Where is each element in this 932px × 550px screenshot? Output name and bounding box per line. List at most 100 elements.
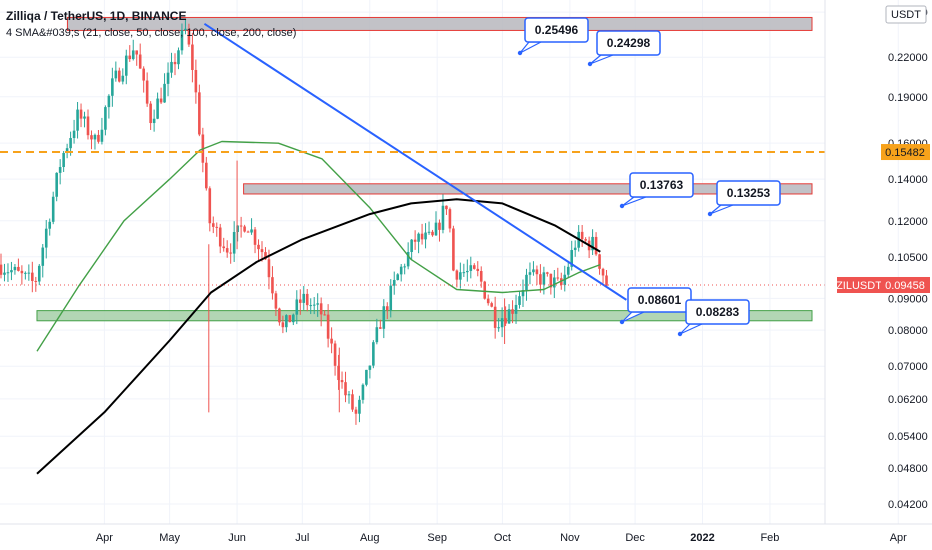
price-callout[interactable]: 0.24298: [587, 30, 661, 67]
time-tick-label: Nov: [560, 532, 580, 544]
sma-black-line[interactable]: [36, 198, 601, 475]
candle-body: [546, 272, 549, 274]
price-zone[interactable]: [36, 310, 813, 322]
candle: [225, 240, 229, 258]
candle-body: [114, 70, 118, 79]
currency-label[interactable]: USDT: [891, 9, 921, 21]
candle-body: [118, 70, 121, 82]
candle: [211, 216, 215, 234]
price-zone[interactable]: [243, 183, 813, 195]
candle-body: [170, 61, 173, 73]
price-callout[interactable]: 0.08601: [619, 287, 692, 325]
price-callout[interactable]: 0.08283: [677, 299, 750, 337]
trendline[interactable]: [203, 22, 627, 301]
candle: [131, 39, 135, 61]
candle-body: [518, 296, 521, 305]
candle-body: [72, 130, 76, 139]
candle-body: [309, 305, 313, 307]
candle-body: [500, 318, 504, 328]
marked-price-label: 0.15482: [885, 147, 925, 159]
price-callout[interactable]: 0.13763: [619, 172, 694, 209]
candle: [79, 103, 83, 128]
candle-body: [434, 222, 438, 236]
time-tick-label: Apr: [890, 532, 907, 544]
candle: [382, 299, 386, 339]
candle: [177, 47, 180, 70]
candle-body: [51, 196, 55, 222]
candle: [218, 223, 222, 254]
candle: [420, 223, 424, 245]
time-tick-label: 2022: [690, 532, 714, 544]
candle-body: [194, 69, 198, 93]
candle-body: [97, 134, 100, 142]
candle: [229, 243, 232, 264]
candle: [205, 156, 208, 191]
candle: [462, 263, 466, 277]
candle-body: [17, 266, 20, 271]
candle-body: [128, 55, 132, 60]
candle-body: [135, 50, 139, 55]
currency-badge[interactable]: [885, 5, 927, 24]
candle: [222, 237, 226, 252]
candle: [90, 130, 93, 150]
price-tick-label: 0.04800: [888, 463, 928, 475]
sma-green-line[interactable]: [36, 140, 601, 352]
callout-anchor-dot: [517, 50, 523, 56]
candle: [135, 50, 139, 66]
time-tick-label: Aug: [360, 532, 380, 544]
candle: [145, 72, 149, 107]
candle: [149, 101, 152, 130]
candle: [389, 279, 393, 318]
candle: [479, 266, 483, 288]
candle-body: [236, 225, 239, 233]
candle: [44, 219, 48, 259]
candle-body: [149, 103, 152, 124]
candle-body: [330, 338, 333, 344]
price-callout[interactable]: 0.25496: [517, 17, 589, 56]
indicator-legend[interactable]: 4 SMA&#039;s (21, close, 50, close, 100,…: [6, 27, 296, 39]
candle-body: [145, 80, 149, 104]
candle: [472, 263, 476, 270]
price-callout[interactable]: 0.13253: [707, 180, 781, 217]
candle-body: [79, 109, 83, 119]
candle: [490, 301, 493, 308]
candle: [497, 318, 500, 332]
candle-body: [86, 116, 90, 136]
candle: [6, 263, 10, 282]
callout-anchor-dot: [619, 319, 625, 325]
candle-body: [392, 279, 396, 286]
candle: [500, 307, 504, 338]
candle: [399, 263, 403, 282]
candle-body: [396, 274, 400, 280]
candle-body: [598, 254, 601, 269]
candle-body: [441, 205, 445, 230]
candle-body: [379, 327, 382, 329]
candle: [333, 340, 337, 376]
candle: [605, 269, 608, 288]
candle-body: [382, 306, 386, 329]
candle-body: [316, 303, 319, 305]
callout-pointer: [589, 54, 614, 65]
candle-body: [591, 236, 594, 251]
candle-body: [556, 277, 560, 279]
candle: [424, 223, 427, 249]
chart-title: Zilliqa / TetherUS, 1D, BINANCE: [6, 9, 186, 23]
candle-body: [295, 299, 299, 315]
candle: [215, 222, 219, 237]
candle: [180, 23, 184, 55]
candle: [591, 229, 594, 256]
candle: [31, 261, 34, 293]
candle: [340, 371, 344, 389]
price-zone[interactable]: [66, 16, 813, 31]
candle: [347, 391, 351, 404]
candle: [469, 256, 473, 279]
candle: [323, 310, 326, 316]
candle: [62, 151, 65, 172]
candle: [274, 290, 278, 317]
candle: [288, 315, 292, 323]
candle-body: [184, 28, 187, 31]
candle-body: [131, 50, 135, 60]
price-tick-label: 0.05400: [888, 431, 928, 443]
candle: [459, 262, 462, 289]
